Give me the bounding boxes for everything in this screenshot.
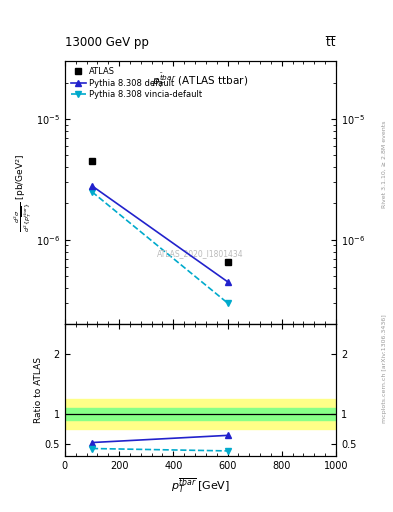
ATLAS — [225, 260, 230, 266]
Text: mcplots.cern.ch [arXiv:1306.3436]: mcplots.cern.ch [arXiv:1306.3436] — [382, 314, 387, 423]
X-axis label: $p^{\overline{tbar}\!}_T$ [GeV]: $p^{\overline{tbar}\!}_T$ [GeV] — [171, 476, 230, 495]
Y-axis label: Ratio to ATLAS: Ratio to ATLAS — [34, 357, 43, 423]
Text: t̅t̅: t̅t̅ — [327, 36, 336, 49]
Pythia 8.308 vincia-default — [225, 300, 230, 306]
Line: Pythia 8.308 default: Pythia 8.308 default — [88, 182, 231, 285]
Text: Rivet 3.1.10, ≥ 2.8M events: Rivet 3.1.10, ≥ 2.8M events — [382, 120, 387, 207]
Line: Pythia 8.308 vincia-default: Pythia 8.308 vincia-default — [88, 188, 231, 307]
Text: ATLAS_2020_I1801434: ATLAS_2020_I1801434 — [157, 249, 244, 258]
Line: ATLAS: ATLAS — [88, 158, 231, 266]
Y-axis label: $\frac{d^2\sigma}{d^2\{p_T^{\overline{tbar}}\}}$ [pb/GeV$^2$]: $\frac{d^2\sigma}{d^2\{p_T^{\overline{tb… — [13, 154, 35, 232]
Text: 13000 GeV pp: 13000 GeV pp — [65, 36, 149, 49]
Text: $p_T^{\bar{t}bar}$ (ATLAS ttbar): $p_T^{\bar{t}bar}$ (ATLAS ttbar) — [152, 72, 249, 90]
Pythia 8.308 default — [90, 183, 94, 189]
Legend: ATLAS, Pythia 8.308 default, Pythia 8.308 vincia-default: ATLAS, Pythia 8.308 default, Pythia 8.30… — [69, 66, 204, 101]
Pythia 8.308 vincia-default — [90, 189, 94, 195]
Pythia 8.308 default — [225, 279, 230, 285]
ATLAS — [90, 158, 94, 164]
